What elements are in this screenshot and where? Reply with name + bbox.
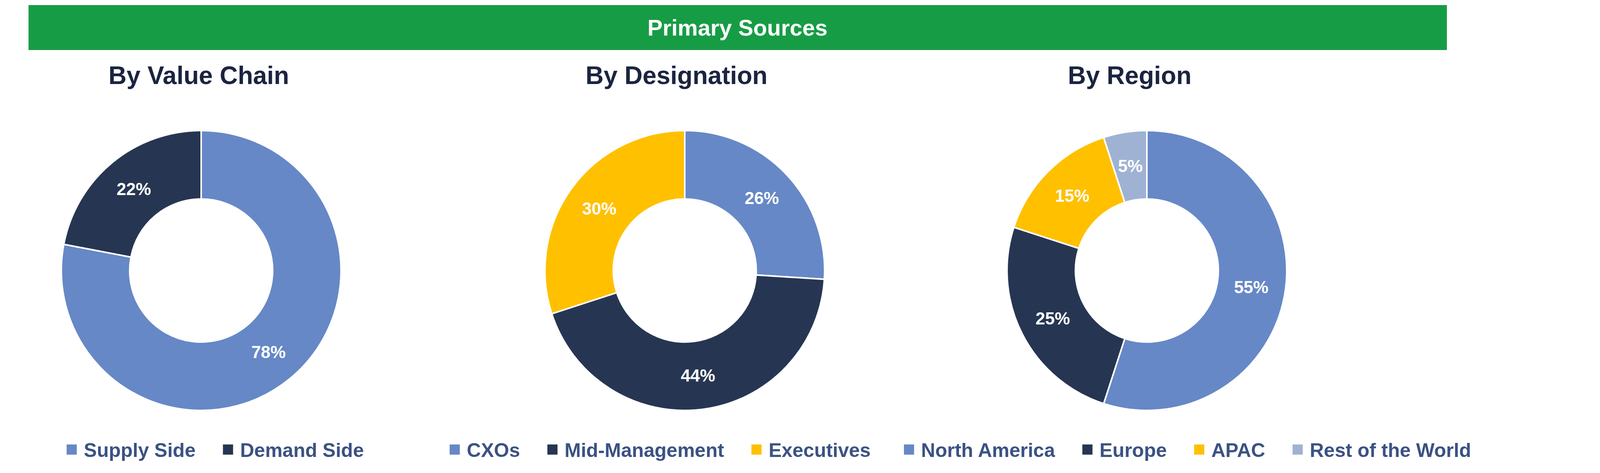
banner-title: Primary Sources <box>647 14 828 41</box>
legend-item: Europe <box>1082 439 1167 461</box>
legend-item: Executives <box>751 439 871 461</box>
slice <box>63 130 202 258</box>
chart-canvas: Primary Sources By Value Chain 78% 22% Suppl… <box>0 0 1600 473</box>
legend: Supply Side Demand Side <box>66 439 365 461</box>
legend-label: Rest of the World <box>1309 439 1472 461</box>
data-label: 78% <box>251 342 286 362</box>
banner <box>28 5 1447 50</box>
pie: 78% 22% <box>61 130 342 411</box>
legend-item: Demand Side <box>223 439 365 461</box>
data-label: 15% <box>1055 185 1090 206</box>
legend-item: Rest of the World <box>1292 439 1472 461</box>
pie: 26% 44% 30% <box>544 130 825 411</box>
chart-title: By Region <box>1067 61 1192 90</box>
slice <box>61 130 342 411</box>
slice <box>1007 226 1125 404</box>
chart-1: By Designation 26% 44% 30% CXOs Mid-Managemen… <box>449 61 871 461</box>
data-label: 25% <box>1035 308 1070 328</box>
legend-swatch <box>751 444 762 455</box>
legend-swatch <box>1292 444 1303 455</box>
legend-label: Executives <box>768 439 871 461</box>
slice <box>1103 130 1147 203</box>
chart-0: By Value Chain 78% 22% Supply Side Demand Si… <box>61 61 364 461</box>
legend-label: Demand Side <box>240 439 365 461</box>
legend-label: CXOs <box>466 439 520 461</box>
legend-swatch <box>1082 444 1093 455</box>
slice <box>1014 137 1125 249</box>
legend-label: North America <box>921 439 1056 461</box>
legend-label: Europe <box>1099 439 1167 461</box>
pie: 55% 25% 15% 5% <box>1007 130 1287 411</box>
legend-swatch <box>66 444 77 455</box>
data-label: 5% <box>1117 156 1143 176</box>
data-label: 30% <box>582 198 617 218</box>
legend-item: North America <box>903 439 1056 461</box>
data-label: 55% <box>1233 277 1269 297</box>
legend-swatch <box>1194 444 1205 455</box>
legend-label: APAC <box>1211 439 1266 461</box>
slice <box>1103 130 1287 411</box>
legend-swatch <box>903 444 915 455</box>
data-label: 22% <box>116 179 152 199</box>
slice <box>684 130 825 279</box>
data-label: 44% <box>680 365 716 385</box>
legend: CXOs Mid-Management Executives <box>449 439 871 461</box>
legend-item: Supply Side <box>66 439 196 461</box>
chart-2: By Region 55% 25% 15% 5% North America Europe A… <box>903 61 1472 461</box>
legend: North America Europe APAC Rest of the World <box>903 439 1472 461</box>
legend-swatch <box>449 444 460 455</box>
legend-label: Mid-Management <box>564 439 725 461</box>
data-label: 26% <box>744 188 779 208</box>
legend-swatch <box>223 444 234 455</box>
legend-item: APAC <box>1194 439 1266 461</box>
legend-item: Mid-Management <box>547 439 725 461</box>
chart-title: By Value Chain <box>108 61 290 90</box>
legend-item: CXOs <box>449 439 520 461</box>
chart-title: By Designation <box>585 61 768 90</box>
legend-swatch <box>547 444 558 455</box>
legend-label: Supply Side <box>83 439 196 461</box>
slice <box>544 130 685 314</box>
